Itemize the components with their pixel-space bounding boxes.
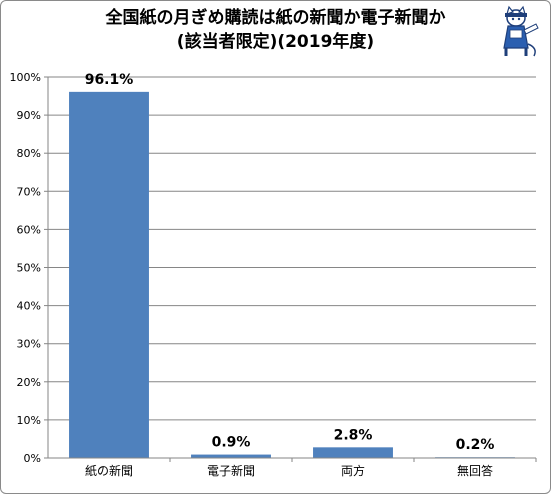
data-label: 0.9% [212, 435, 251, 451]
y-tick-label: 20% [17, 376, 41, 389]
y-tick-label: 60% [17, 223, 41, 236]
y-tick-label: 10% [17, 414, 41, 427]
x-category-label: 両方 [341, 463, 365, 478]
y-tick-label: 0% [24, 452, 41, 465]
bar [313, 447, 393, 458]
mascot-logo-icon [503, 5, 539, 57]
x-category-label: 電子新聞 [207, 463, 255, 478]
y-tick-label: 30% [17, 338, 41, 351]
data-label: 96.1% [85, 72, 134, 88]
y-tick-label: 50% [17, 262, 41, 275]
data-label: 2.8% [334, 427, 373, 443]
y-tick-label: 70% [17, 185, 41, 198]
y-tick-label: 100% [10, 71, 41, 84]
chart-title-line2: (該当者限定)(2019年度) [176, 32, 375, 52]
y-tick-label: 90% [17, 109, 41, 122]
chart-title-line1: 全国紙の月ぎめ購読は紙の新聞か電子新聞か [105, 8, 446, 28]
chart-title: 全国紙の月ぎめ購読は紙の新聞か電子新聞か (該当者限定)(2019年度) [0, 6, 551, 54]
data-label: 0.2% [456, 437, 495, 453]
bar [191, 454, 271, 458]
y-tick-label: 40% [17, 300, 41, 313]
x-category-label: 無回答 [457, 463, 493, 478]
y-tick-label: 80% [17, 147, 41, 160]
x-category-label: 紙の新聞 [85, 463, 133, 478]
bar [69, 91, 149, 458]
